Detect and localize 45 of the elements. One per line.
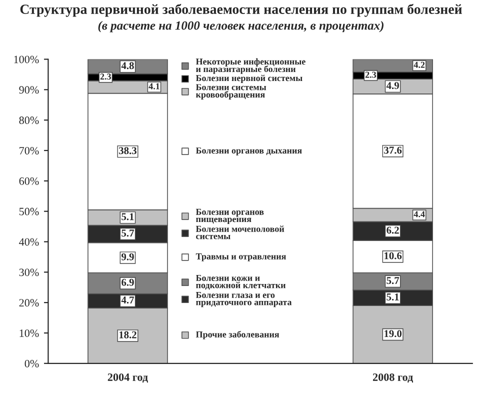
data-label: 6.9	[122, 278, 134, 286]
legend-label: Болезни органов дыхания	[196, 148, 302, 156]
legend-label: Некоторые инфекционные и паразитарные болезни	[196, 58, 306, 74]
data-label: 4.7	[121, 296, 134, 304]
data-label: 18.2	[119, 331, 136, 338]
data-label: 4.2	[414, 62, 425, 68]
data-label: 4.8	[121, 62, 134, 70]
data-label: 5.1	[122, 213, 134, 220]
legend-label: Прочие заболевания	[196, 330, 280, 340]
legend-label: Болезни органов пищеварения	[196, 208, 264, 224]
data-label: 10.6	[384, 252, 402, 260]
data-label: 4.9	[386, 82, 399, 90]
data-label: 6.2	[386, 226, 399, 234]
data-label: 19.0	[384, 330, 402, 338]
y-tick-label: 100%	[14, 56, 39, 64]
data-label: 5.7	[122, 230, 134, 237]
legend-label: Болезни нервной системы	[196, 74, 302, 83]
y-tick-label: 60%	[19, 177, 39, 185]
data-label: 9.9	[122, 253, 134, 260]
legend-label: Болезни кожи и подкожной клетчатки	[196, 274, 286, 290]
legend-label: Травмы и отравления	[196, 253, 286, 262]
data-label: 5.1	[386, 293, 399, 301]
x-tick-label: 2004 год	[108, 373, 148, 383]
y-tick-label: 90%	[19, 86, 39, 94]
data-label: 37.6	[384, 146, 402, 154]
chart-subtitle: (в расчете на 1000 человек населения, в процентах)	[98, 20, 384, 32]
y-tick-label: 50%	[19, 208, 39, 216]
y-tick-label: 30%	[19, 268, 39, 276]
legend-label: Болезни системы кровообращения	[196, 84, 266, 100]
legend-label: Болезни мочеполовой системы	[196, 226, 284, 240]
data-label: 38.3	[119, 147, 136, 154]
y-tick-label: 0%	[24, 360, 39, 368]
legend-label: Болезни глаза и его придаточного аппарата	[196, 292, 292, 308]
chart-title: Структура первичной заболеваемости населения по группам болезней	[20, 4, 462, 17]
y-tick-label: 40%	[19, 238, 39, 246]
y-tick-label: 70%	[20, 146, 39, 154]
data-label: 2.3	[365, 72, 376, 78]
data-label: 5.7	[386, 277, 400, 284]
y-tick-label: 20%	[19, 299, 39, 307]
data-label: 4.1	[148, 83, 160, 90]
data-label: 2.3	[100, 74, 111, 80]
x-tick-label: 2008 год	[372, 373, 414, 383]
y-tick-label: 80%	[19, 116, 39, 124]
y-tick-label: 10%	[20, 329, 39, 337]
data-label: 4.4	[414, 211, 425, 218]
